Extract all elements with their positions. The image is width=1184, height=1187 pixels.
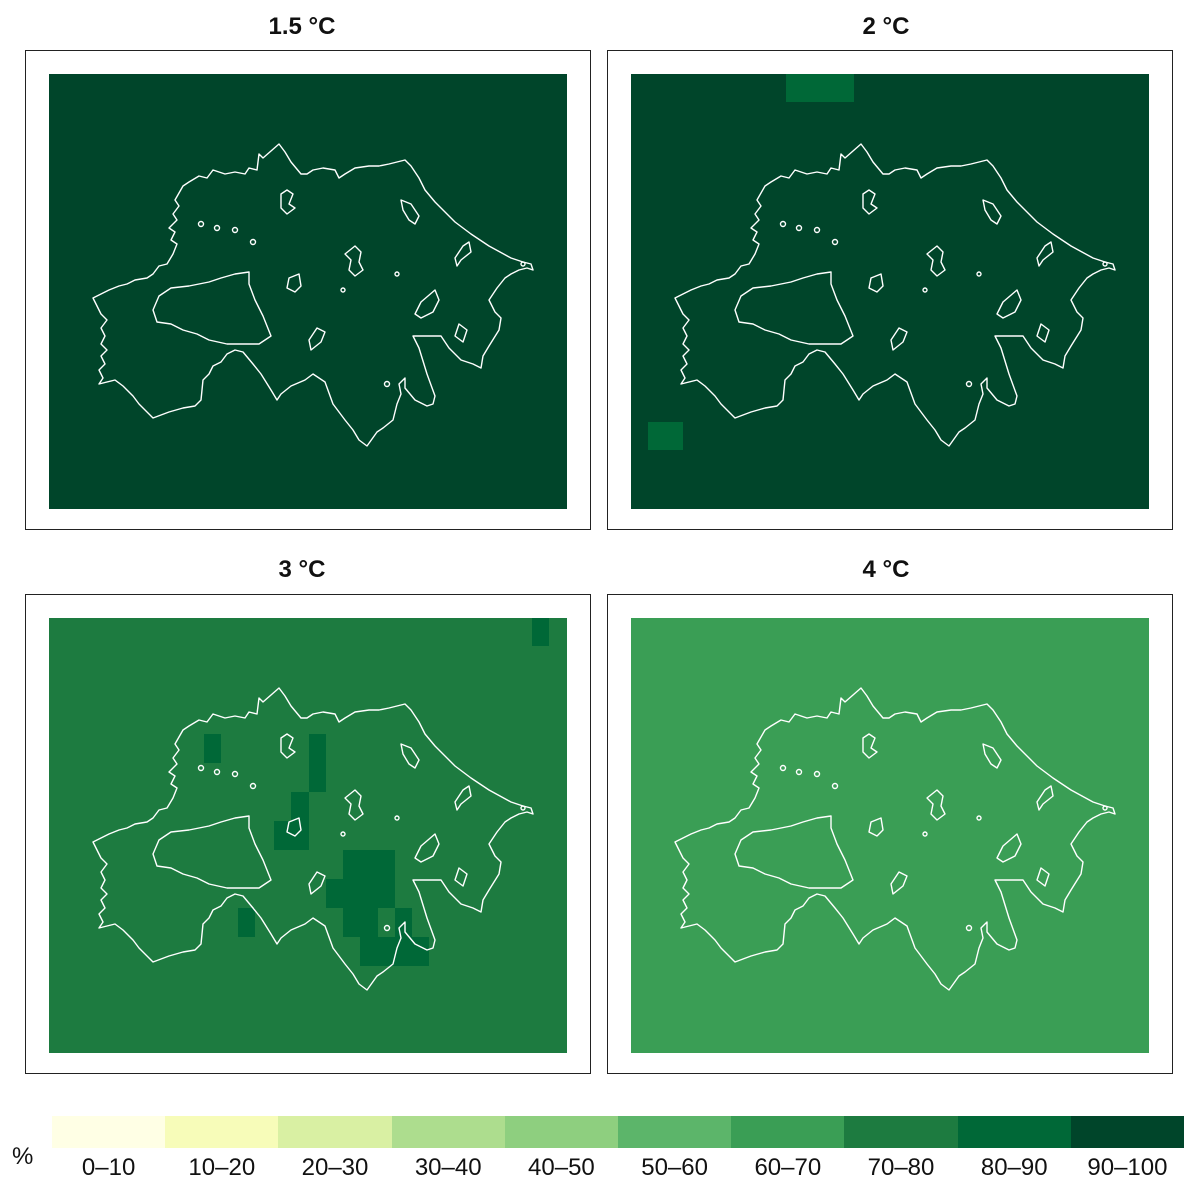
legend-swatch-0-10 [52,1116,166,1148]
legend-swatch-50-60 [618,1116,732,1148]
legend-label: 80–90 [980,1154,1048,1181]
legend-swatch-10-20 [165,1116,279,1148]
map-3 [49,618,567,1053]
map-svg-2 [631,74,1149,509]
legend-label: 0–10 [81,1154,136,1181]
legend-label: 50–60 [641,1154,708,1181]
panel-title-1p5: 1.5 °C [268,13,336,40]
grid-cell-80-90 [648,422,683,450]
panel-title-2: 2 °C [862,13,910,40]
map-2 [631,74,1149,509]
map-svg-4 [631,618,1149,1053]
map-background [49,74,567,509]
legend-colorbar [52,1116,1184,1148]
map-svg-1p5 [49,74,567,509]
map-background [631,74,1149,509]
map-frame-2 [607,50,1173,530]
legend-label: 70–80 [867,1154,935,1181]
legend-swatch-70-80 [844,1116,958,1148]
legend-label: 30–40 [414,1154,482,1181]
legend-swatch-20-30 [278,1116,392,1148]
legend-swatch-90-100 [1070,1116,1184,1148]
legend-label: 60–70 [754,1154,822,1181]
legend-swatch-40-50 [504,1116,619,1148]
map-frame-3 [25,594,591,1074]
map-svg-3 [49,618,567,1053]
map-frame-4 [607,594,1173,1074]
legend-label: 10–20 [188,1154,256,1181]
legend-label: 40–50 [528,1154,595,1181]
map-frame-1p5 [25,50,591,530]
legend-unit: % [12,1143,34,1170]
map-1p5 [49,74,567,509]
legend-label: 20–30 [301,1154,369,1181]
legend-swatch-80-90 [957,1116,1071,1148]
grid-cell-80-90 [786,74,854,102]
map-background [631,618,1149,1053]
panel-title-3: 3 °C [278,556,326,583]
legend-swatch-30-40 [391,1116,505,1148]
map-4 [631,618,1149,1053]
legend-label: 90–100 [1087,1154,1168,1181]
legend-labels: 0–10 10–20 20–30 30–40 40–50 50–60 60–70… [52,1154,1184,1182]
grid-cells-80-90 [204,618,549,966]
panel-title-4: 4 °C [862,556,910,583]
legend-swatch-60-70 [731,1116,845,1148]
